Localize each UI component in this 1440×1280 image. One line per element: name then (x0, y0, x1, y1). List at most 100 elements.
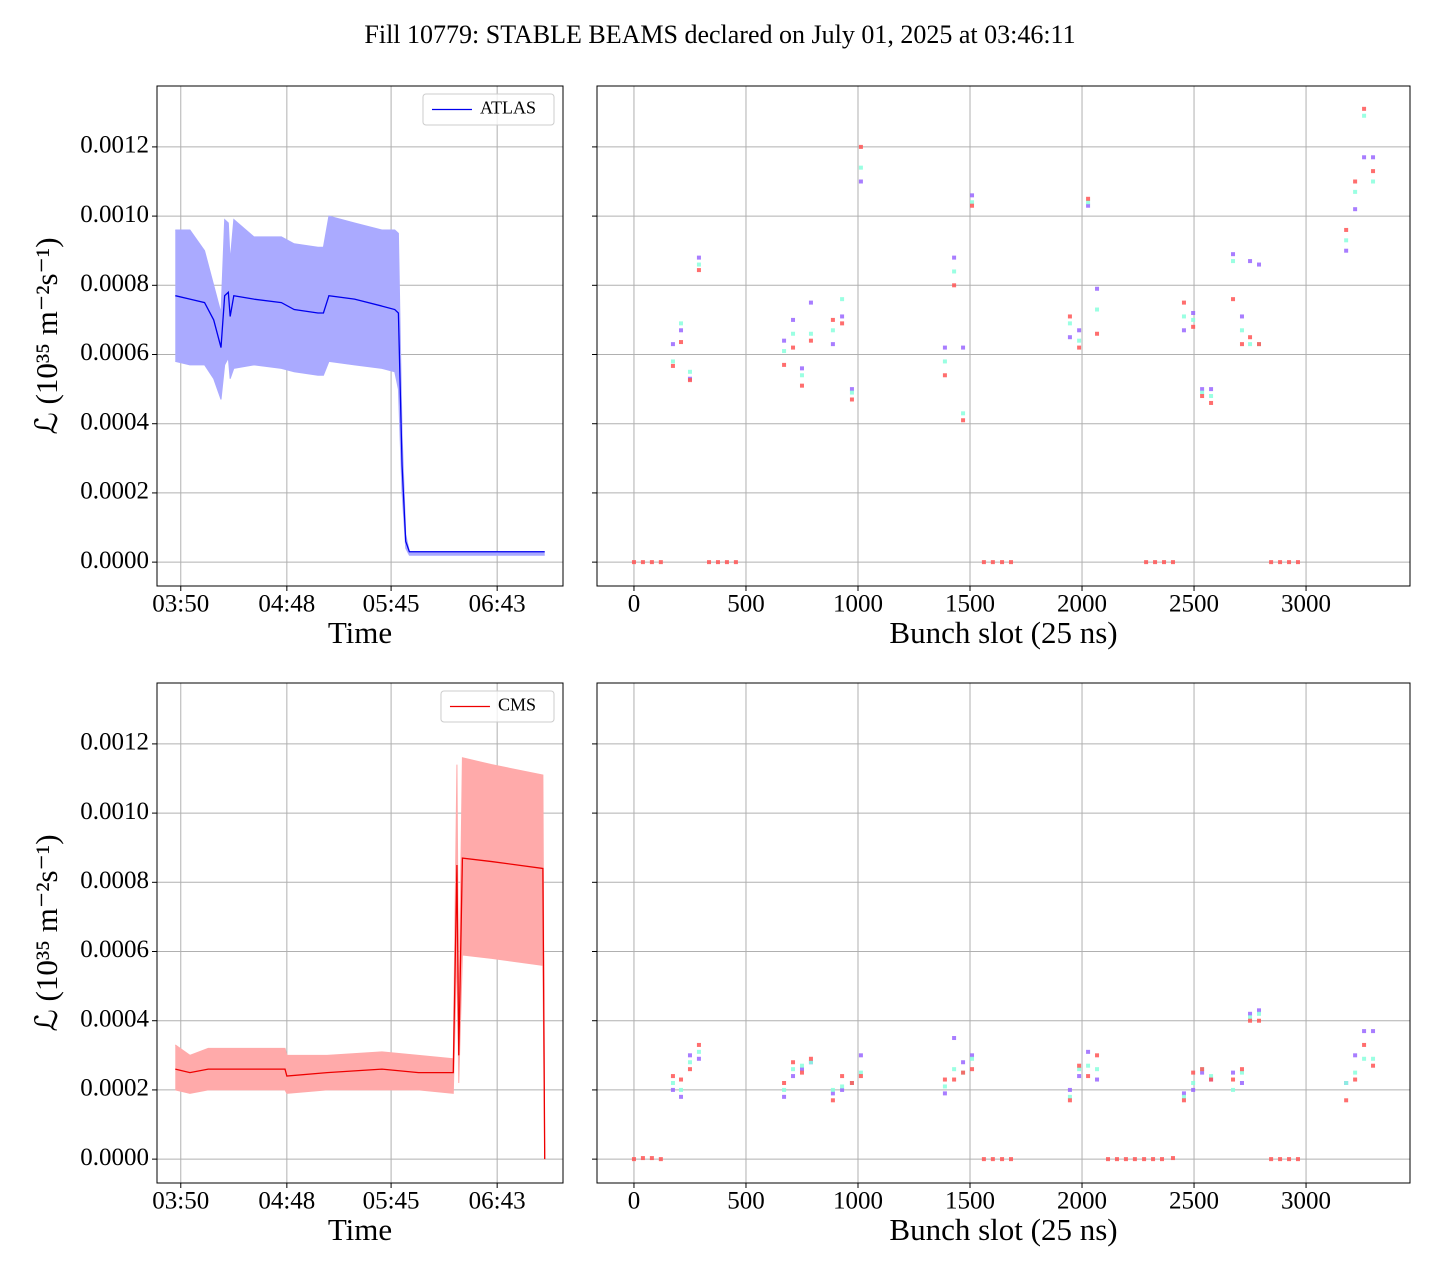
scatter-point (1371, 179, 1376, 184)
scatter-point (830, 1087, 835, 1092)
scatter-point (782, 338, 787, 343)
scatter-point (782, 349, 787, 354)
scatter-point (1067, 1094, 1072, 1099)
scatter-point (942, 1091, 947, 1096)
scatter-point (1209, 394, 1214, 399)
scatter-point (1067, 335, 1072, 340)
scatter-point (1362, 155, 1367, 160)
scatter-point (990, 1157, 995, 1162)
scatter-point (658, 1157, 663, 1162)
scatter-point (1181, 1098, 1186, 1103)
scatter-point (679, 340, 684, 345)
scatter-point (1353, 1077, 1358, 1082)
scatter-point (1257, 262, 1262, 267)
axes-frame (156, 85, 564, 587)
scatter-point (799, 1070, 804, 1075)
scatter-point (1344, 248, 1349, 253)
scatter-point (687, 369, 692, 374)
legend: CMS (440, 690, 555, 723)
scatter-point (1200, 394, 1205, 399)
y-tick-label: 0.0002 (80, 478, 149, 505)
scatter-point (1231, 252, 1236, 257)
scatter-point (1269, 1157, 1274, 1162)
scatter-point (1095, 331, 1100, 336)
scatter-point (970, 1067, 975, 1072)
y-tick-label: 0.0004 (80, 408, 149, 435)
scatter-point (1123, 1157, 1128, 1162)
scatter-point (1095, 1053, 1100, 1058)
scatter-point (782, 1081, 787, 1085)
scatter-point (791, 1060, 796, 1065)
scatter-point (1086, 1074, 1091, 1079)
scatter-point (1000, 560, 1005, 565)
scatter-point (1278, 1157, 1283, 1162)
scatter-point (696, 268, 701, 273)
scatter-point (1077, 338, 1082, 343)
legend-label: CMS (498, 695, 536, 715)
legend: ATLAS (422, 93, 555, 126)
scatter-point (1278, 560, 1283, 565)
scatter-point (1209, 1074, 1214, 1079)
scatter-point (670, 342, 675, 347)
scatter-point (670, 1074, 675, 1079)
scatter-point (1170, 560, 1175, 565)
scatter-point (1181, 328, 1186, 333)
scatter-point (1095, 307, 1100, 312)
scatter-point (670, 1081, 675, 1085)
scatter-point (952, 255, 957, 260)
scatter-point (952, 1067, 957, 1072)
y-axis-label: ℒ (10³⁵ m⁻²s⁻¹) (29, 237, 64, 434)
scatter-point (1257, 342, 1262, 347)
scatter-point (649, 560, 654, 565)
scatter-point (1114, 1157, 1119, 1162)
scatter-point (791, 345, 796, 350)
scatter-point (1160, 1157, 1165, 1162)
scatter-point (1067, 321, 1072, 326)
scatter-point (670, 1087, 675, 1092)
scatter-point (1009, 1157, 1014, 1162)
scatter-point (1257, 1011, 1262, 1016)
scatter-point (970, 193, 975, 198)
band-upper (174, 757, 546, 1160)
scatter-point (1209, 387, 1214, 392)
scatter-point (961, 1070, 966, 1075)
scatter-point (696, 255, 701, 260)
scatter-point (1153, 560, 1158, 565)
scatter-point (1362, 1042, 1367, 1047)
scatter-point (1371, 1063, 1376, 1068)
scatter-point (961, 345, 966, 350)
scatter-point (840, 1087, 845, 1092)
scatter-point (1077, 345, 1082, 350)
scatter-point (961, 411, 966, 416)
x-tick-label: 03:50 (152, 591, 209, 618)
scatter-point (799, 383, 804, 388)
x-tick-label: 04:48 (258, 591, 315, 618)
scatter-point (942, 345, 947, 350)
scatter-point (799, 1067, 804, 1072)
scatter-point (1231, 259, 1236, 264)
x-tick-label: 2500 (1169, 591, 1219, 618)
scatter-point (1132, 1157, 1137, 1162)
scatter-point (840, 1074, 845, 1079)
axes-frame (596, 85, 1411, 587)
scatter-point (961, 1060, 966, 1065)
scatter-point (952, 1077, 957, 1082)
scatter-point (1191, 324, 1196, 329)
scatter-point (1181, 1091, 1186, 1096)
scatter-point (724, 560, 729, 565)
scatter-point (679, 1087, 684, 1092)
scatter-point (1095, 1077, 1100, 1082)
axes-frame (156, 682, 564, 1184)
scatter-point (1106, 1157, 1111, 1162)
scatter-point (696, 1049, 701, 1054)
y-tick-label: 0.0010 (80, 201, 149, 228)
scatter-point (1095, 1067, 1100, 1072)
scatter-point (840, 321, 845, 326)
line (175, 290, 545, 553)
scatter-point (799, 373, 804, 378)
scatter-point (791, 317, 796, 322)
x-tick-label: 1000 (833, 1188, 883, 1215)
scatter-point (631, 1157, 636, 1162)
scatter-point (1086, 196, 1091, 201)
scatter-point (1248, 259, 1253, 264)
